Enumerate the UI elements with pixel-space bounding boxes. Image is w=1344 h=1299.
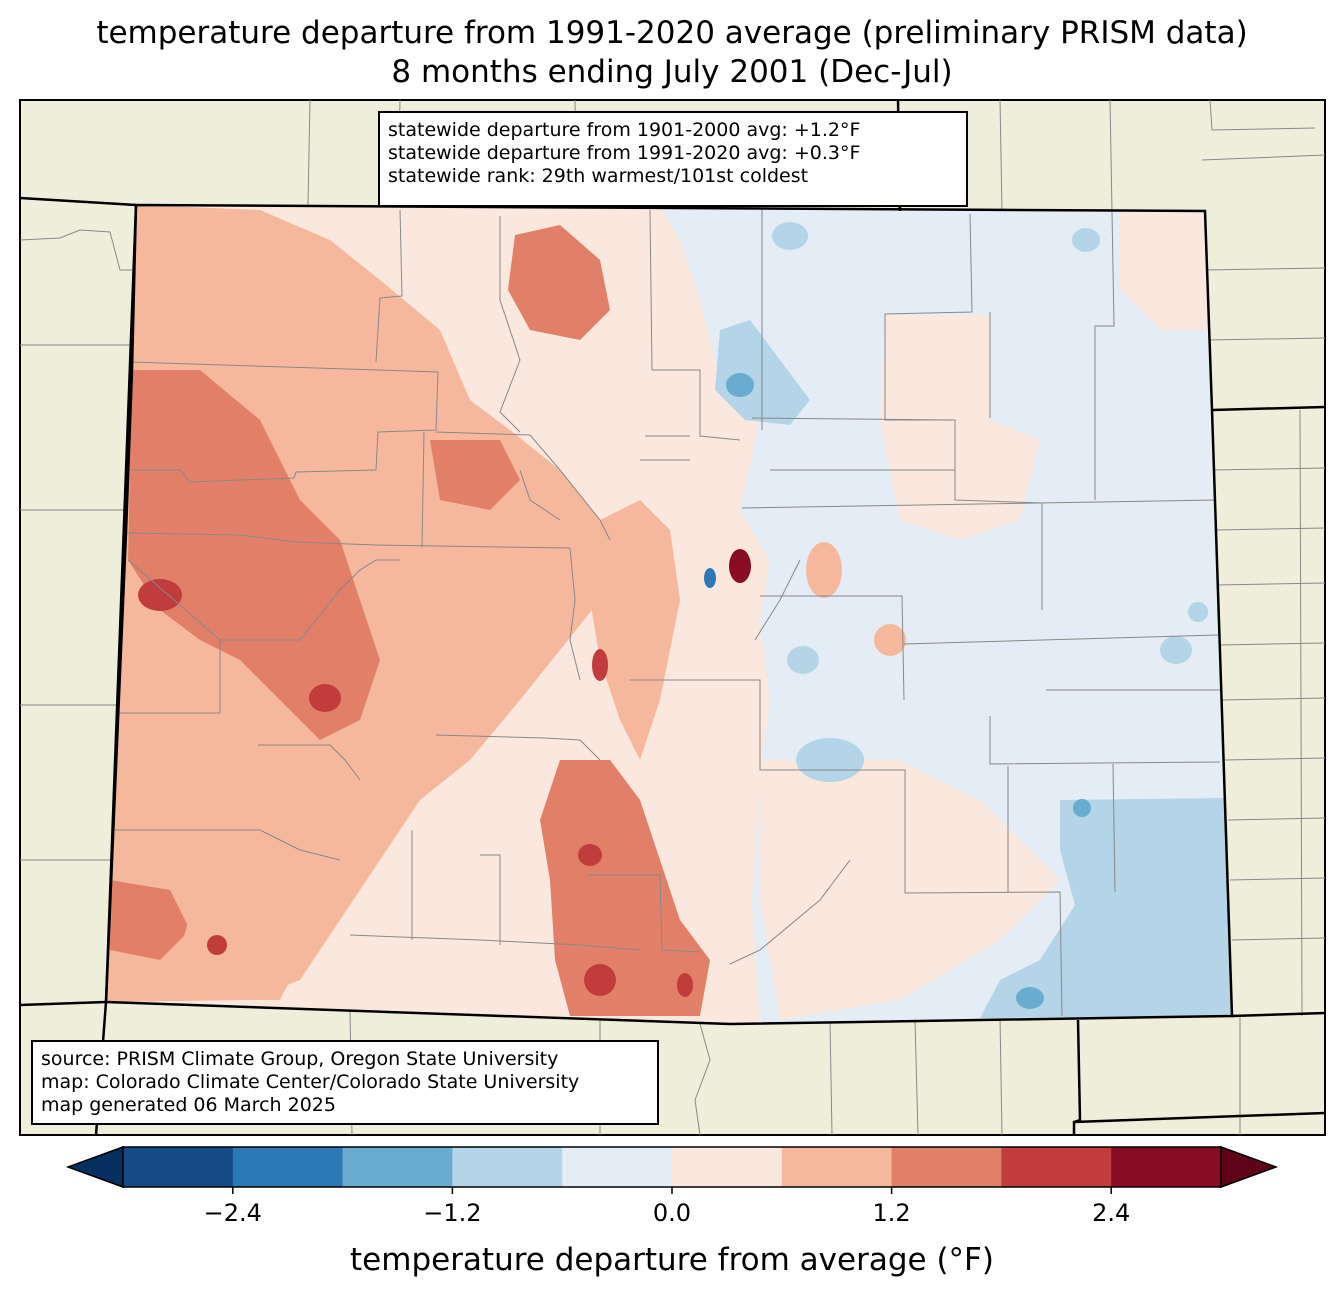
colorbar-tick-label-1: −1.2 (423, 1199, 481, 1227)
field-hot-spot-4 (578, 844, 602, 866)
colorbar-bin-5 (672, 1147, 783, 1187)
field-hot-spot-6 (592, 649, 608, 681)
colorbar-title: temperature departure from average (°F) (350, 1242, 994, 1278)
field-cold-spot-6 (1188, 602, 1208, 622)
statewide-stats-box: statewide departure from 1901-2000 avg: … (378, 111, 968, 207)
field-southeast-plains-warm (760, 760, 1060, 1020)
field-hot-spot-3 (584, 964, 616, 996)
field-northeast-warm (1120, 211, 1208, 330)
field-cold-spot-5 (1160, 636, 1192, 664)
departure-field (106, 205, 1232, 1024)
field-west-warm-2 (430, 440, 520, 510)
colorbar-bin-3 (452, 1147, 563, 1187)
field-cold-spot-2 (1072, 228, 1100, 252)
colorbar-bin-2 (342, 1147, 453, 1187)
colorbar-bin-4 (562, 1147, 673, 1187)
colorbar: −2.4 −1.2 0.0 1.2 2.4 (65, 1145, 1279, 1227)
colorbar-over-arrow (1220, 1145, 1279, 1189)
map-title-line2: 8 months ending July 2001 (Dec-Jul) (391, 54, 953, 90)
source-line-2: map: Colorado Climate Center/Colorado St… (41, 1071, 580, 1093)
field-cold-spot-4 (787, 646, 819, 674)
colorbar-bin-0 (123, 1147, 234, 1187)
colorado-county-lines (112, 209, 1221, 1017)
source-line-1: source: PRISM Climate Group, Oregon Stat… (41, 1048, 559, 1070)
colorbar-bin-9 (1111, 1147, 1222, 1187)
field-hot-spot-2 (309, 684, 341, 712)
stats-line-1: statewide departure from 1901-2000 avg: … (388, 119, 861, 141)
field-east-central-warm (880, 315, 1040, 540)
colorbar-bin-1 (232, 1147, 344, 1187)
field-warm-spot-east (806, 542, 842, 598)
colorbar-tick-label-4: 2.4 (1092, 1199, 1130, 1227)
colorbar-bin-7 (891, 1147, 1002, 1187)
field-hot-spot-1 (138, 579, 182, 611)
field-cold-spot-1 (772, 222, 808, 250)
field-south-warm-2 (110, 880, 190, 960)
field-southeast-negative-strong (980, 798, 1232, 1018)
colorbar-tick-label-2: 0.0 (653, 1199, 691, 1227)
field-west-warm-strong (128, 370, 380, 740)
colorbar-bin-8 (1001, 1147, 1112, 1187)
field-extreme-cold (704, 568, 716, 588)
field-hot-spot-5 (207, 935, 227, 955)
field-north-warm (508, 225, 610, 340)
field-extreme-hot (729, 549, 751, 583)
map-title: temperature departure from 1991-2020 ave… (0, 14, 1344, 92)
colorbar-under-arrow (65, 1145, 124, 1189)
field-cold-spot-7 (1016, 987, 1044, 1009)
stats-line-3: statewide rank: 29th warmest/101st colde… (388, 165, 809, 187)
source-line-3: map generated 06 March 2025 (41, 1094, 336, 1116)
stats-line-2: statewide departure from 1991-2020 avg: … (388, 142, 861, 164)
field-cold-core (726, 373, 754, 397)
field-hot-spot-7 (677, 973, 693, 997)
field-warm-spot-east-2 (874, 624, 906, 656)
field-front-range-warm (590, 500, 680, 760)
map-title-line1: temperature departure from 1991-2020 ave… (96, 15, 1248, 51)
colorbar-bin-6 (781, 1147, 893, 1187)
colorbar-tick-label-0: −2.4 (204, 1199, 262, 1227)
source-box: source: PRISM Climate Group, Oregon Stat… (31, 1040, 659, 1125)
field-south-warm (540, 760, 710, 1016)
colorbar-tick-label-3: 1.2 (873, 1199, 911, 1227)
field-cold-spot-3 (796, 738, 864, 782)
field-southwest-warm (180, 880, 300, 1000)
field-cold-spot-8 (1073, 799, 1091, 817)
field-sanluis-valley (420, 800, 550, 940)
